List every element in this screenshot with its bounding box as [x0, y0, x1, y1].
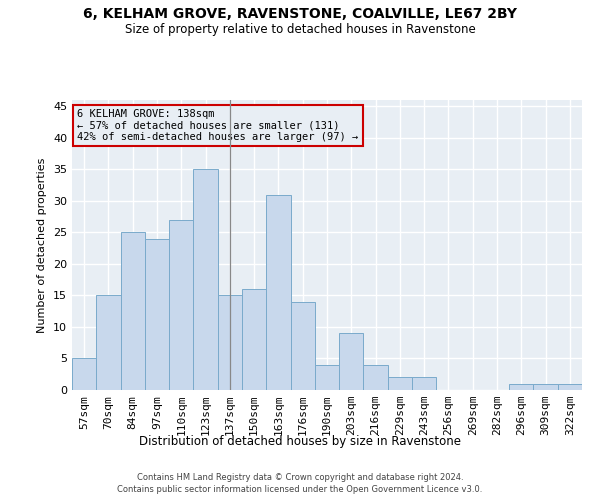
- Bar: [193, 170, 218, 390]
- Text: Size of property relative to detached houses in Ravenstone: Size of property relative to detached ho…: [125, 22, 475, 36]
- Text: Distribution of detached houses by size in Ravenstone: Distribution of detached houses by size …: [139, 435, 461, 448]
- Text: Contains HM Land Registry data © Crown copyright and database right 2024.: Contains HM Land Registry data © Crown c…: [137, 472, 463, 482]
- Bar: [72, 358, 96, 390]
- Bar: [169, 220, 193, 390]
- Bar: [412, 378, 436, 390]
- Bar: [121, 232, 145, 390]
- Bar: [218, 296, 242, 390]
- Bar: [242, 289, 266, 390]
- Text: 6, KELHAM GROVE, RAVENSTONE, COALVILLE, LE67 2BY: 6, KELHAM GROVE, RAVENSTONE, COALVILLE, …: [83, 8, 517, 22]
- Bar: [533, 384, 558, 390]
- Bar: [364, 365, 388, 390]
- Bar: [145, 238, 169, 390]
- Bar: [96, 296, 121, 390]
- Bar: [388, 378, 412, 390]
- Bar: [266, 194, 290, 390]
- Bar: [315, 365, 339, 390]
- Bar: [509, 384, 533, 390]
- Y-axis label: Number of detached properties: Number of detached properties: [37, 158, 47, 332]
- Text: 6 KELHAM GROVE: 138sqm
← 57% of detached houses are smaller (131)
42% of semi-de: 6 KELHAM GROVE: 138sqm ← 57% of detached…: [77, 108, 358, 142]
- Bar: [558, 384, 582, 390]
- Bar: [339, 334, 364, 390]
- Bar: [290, 302, 315, 390]
- Text: Contains public sector information licensed under the Open Government Licence v3: Contains public sector information licen…: [118, 485, 482, 494]
